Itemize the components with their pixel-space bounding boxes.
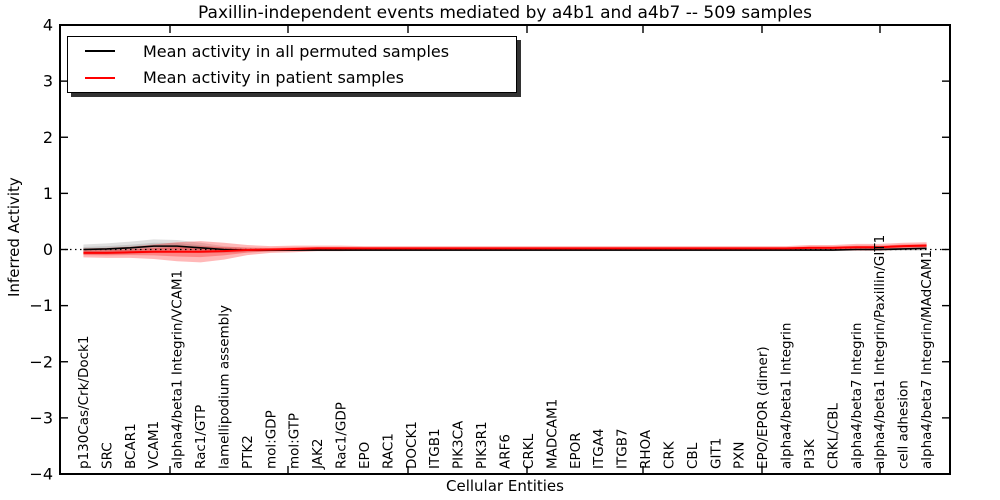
legend-item-permuted: Mean activity in all permuted samples: [68, 39, 516, 63]
patient-mean-line: [83, 244, 927, 254]
patient-band: [83, 241, 927, 263]
x-category-label: alpha4/beta1 Integrin/Paxillin/GIT1: [872, 235, 888, 469]
x-category-label: VCAM1: [146, 421, 162, 469]
x-category-label: Rac1/GDP: [334, 402, 350, 469]
permuted-mean-line: [83, 245, 927, 251]
x-category-label: CRKL: [521, 433, 537, 469]
x-category-label: ITGB7: [615, 428, 631, 469]
y-tick-label: 3: [43, 72, 53, 91]
x-category-label: ARF6: [498, 434, 514, 469]
x-category-label: PI3K: [802, 438, 818, 469]
x-category-label: RHOA: [638, 429, 654, 469]
x-axis-label: Cellular Entities: [446, 477, 564, 495]
x-category-label: cell adhesion: [896, 380, 912, 469]
x-category-label: p130Cas/Crk/Dock1: [76, 336, 92, 469]
x-category-label: MADCAM1: [544, 399, 560, 469]
x-category-label: ITGB1: [427, 428, 443, 469]
x-category-label: mol:GTP: [287, 413, 303, 469]
x-category-label: EPO: [357, 442, 373, 469]
x-category-label: CRKL/CBL: [825, 403, 841, 469]
x-category-label: BCAR1: [123, 423, 139, 469]
x-category-label: DOCK1: [404, 421, 420, 469]
x-category-label: Rac1/GTP: [193, 405, 209, 469]
x-category-label: EPO/EPOR (dimer): [755, 346, 771, 469]
y-tick-label: −2: [29, 352, 53, 371]
y-tick-label: −1: [29, 296, 53, 315]
x-category-label: SRC: [99, 442, 115, 469]
x-category-label: PXN: [732, 442, 748, 470]
legend-line-sample-black-icon: [85, 50, 115, 53]
x-category-label: PIK3CA: [451, 420, 467, 469]
x-category-label: EPOR: [568, 432, 584, 469]
y-tick-label: −4: [29, 465, 53, 484]
legend-line-sample-red-icon: [85, 76, 115, 79]
x-category-label: PTK2: [240, 435, 256, 469]
x-category-label: PIK3R1: [474, 421, 490, 469]
x-category-label: JAK2: [310, 439, 326, 470]
y-axis-label: Inferred Activity: [5, 177, 23, 297]
chart-title: Paxillin-independent events mediated by …: [198, 3, 812, 23]
x-category-label: mol:GDP: [263, 410, 279, 469]
y-tick-label: −3: [29, 408, 53, 427]
x-category-label: alpha4/beta7 Integrin: [849, 323, 865, 469]
y-tick-label: 2: [43, 128, 53, 147]
legend-item-patient: Mean activity in patient samples: [68, 66, 516, 90]
legend-label-permuted: Mean activity in all permuted samples: [143, 41, 450, 61]
x-category-label: GIT1: [708, 438, 724, 469]
y-tick-label: 1: [43, 184, 53, 203]
x-category-label: CBL: [685, 442, 701, 469]
legend: Mean activity in all permuted samples Me…: [67, 36, 517, 93]
y-tick-label: 4: [43, 16, 53, 35]
x-category-label: CRK: [661, 440, 677, 469]
x-category-label: ITGA4: [591, 428, 607, 469]
x-category-label: RAC1: [380, 433, 396, 469]
x-category-label: alpha4/beta1 Integrin: [779, 323, 795, 469]
y-tick-label: 0: [43, 240, 53, 259]
legend-label-patient: Mean activity in patient samples: [143, 68, 404, 88]
x-category-label: alpha4/beta7 Integrin/MAdCAM1: [919, 250, 935, 469]
x-category-label: alpha4/beta1 Integrin/VCAM1: [170, 270, 186, 469]
x-category-label: lamellipodium assembly: [216, 305, 232, 469]
